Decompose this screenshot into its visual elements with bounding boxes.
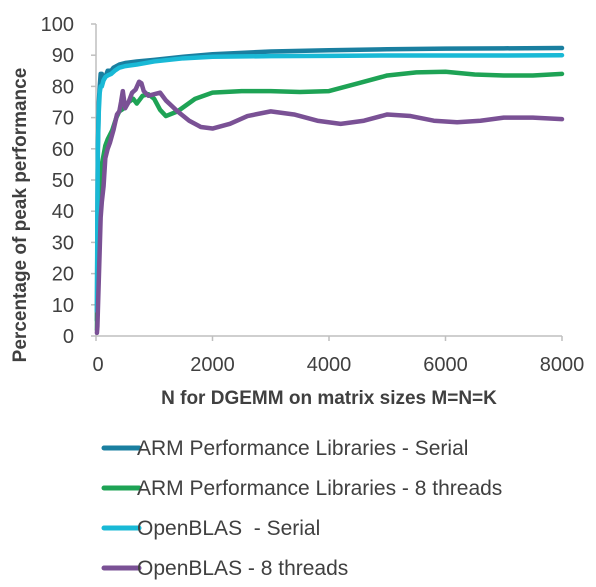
- y-tick-label: 20: [52, 264, 74, 286]
- y-tick-label: 70: [52, 108, 74, 130]
- x-tick-labels: 0 2000 4000 6000 8000: [92, 336, 584, 376]
- legend: ARM Performance Libraries - Serial ARM Pe…: [101, 437, 502, 580]
- y-tick-label: 10: [52, 295, 74, 317]
- series-line-4: [94, 79, 565, 336]
- x-axis-title: N for DGEMM on matrix sizes M=N=K: [161, 388, 497, 409]
- y-tick-label: 80: [52, 76, 74, 98]
- y-tick-label: 100: [41, 14, 74, 36]
- legend-label: ARM Performance Libraries - 8 threads: [137, 477, 502, 500]
- legend-label: OpenBLAS - 8 threads: [137, 557, 348, 580]
- y-tick-label: 30: [52, 232, 74, 254]
- x-tick-label: 8000: [540, 354, 585, 376]
- y-tick-label: 60: [52, 139, 74, 161]
- x-tick-label: 2000: [190, 354, 235, 376]
- y-axis-title: Percentage of peak performance: [10, 68, 31, 363]
- x-tick-label: 6000: [423, 354, 468, 376]
- legend-label: OpenBLAS - Serial: [137, 517, 320, 540]
- series-line-3: [94, 52, 565, 314]
- y-tick-label: 0: [63, 326, 74, 348]
- axes: [95, 24, 562, 337]
- y-tick-label: 40: [52, 201, 74, 223]
- legend-label: ARM Performance Libraries - Serial: [137, 437, 468, 460]
- x-tick-label: 0: [92, 354, 103, 376]
- y-tick-label: 90: [52, 45, 74, 67]
- x-tick-label: 4000: [307, 354, 352, 376]
- series-line-2: [94, 69, 565, 333]
- y-tick-label: 50: [52, 170, 74, 192]
- series-lines: [94, 45, 565, 336]
- y-tick-labels: 0 10 20 30 40 50 60 70 80 90 100: [41, 14, 96, 348]
